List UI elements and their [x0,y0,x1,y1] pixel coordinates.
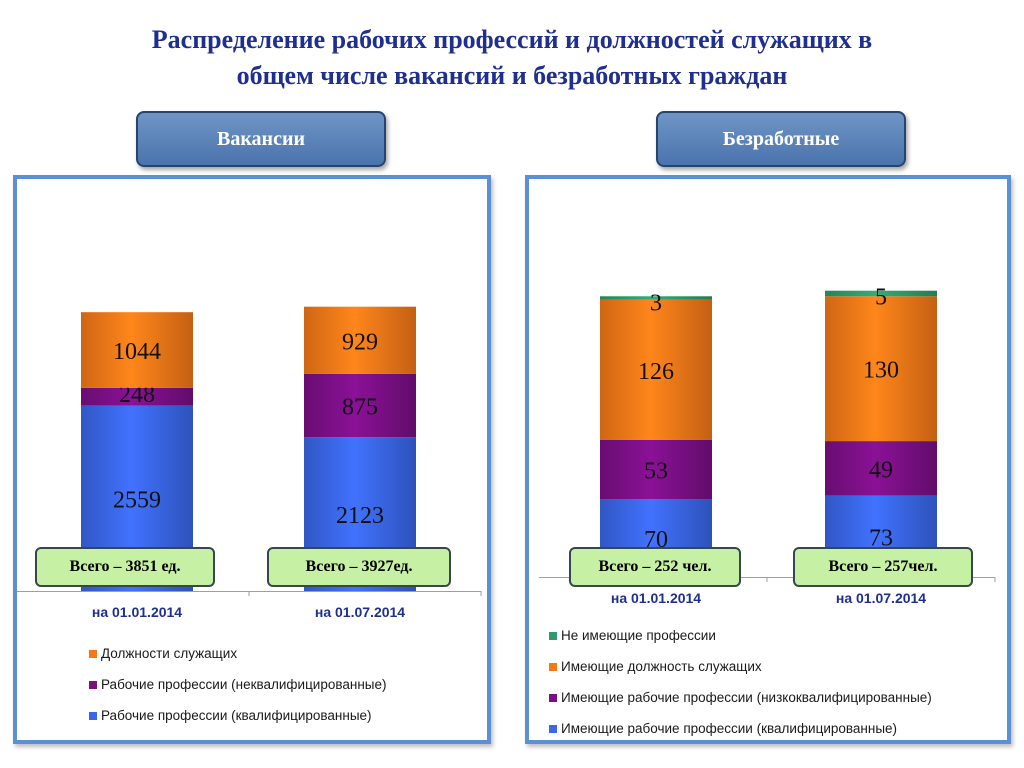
unemployed-legend-item-3: Имеющие должность служащих [549,651,932,682]
unemployed-legend-item-2: Имеющие рабочие профессии (низкоквалифиц… [549,682,932,713]
unemployed-chart-panel: 70 53 126 3 на 01.01.2014 73 49 130 5 на 01.07.20… [525,175,1011,744]
unemployed-bar-1-segment-4 [600,296,712,300]
unemployed-data-label-2-3: 130 [863,358,899,384]
vacancies-legend-item-3: Должности служащих [89,638,387,669]
vacancies-legend-item-1: Рабочие профессии (квалифицированные) [89,700,387,731]
vacancies-data-label-1-1: 2559 [113,487,161,513]
vacancies-data-label-2-2: 875 [342,395,378,421]
vacancies-legend: Должности служащих Рабочие профессии (нек… [89,638,387,731]
vacancies-bar-2-segment-2 [304,373,416,438]
unemployed-legend: Не имеющие профессии Имеющие должность сл… [549,620,932,744]
unemployed-data-label-2-2: 49 [869,457,893,483]
vacancies-bar-1-segment-3 [81,312,193,388]
page-title: Распределение рабочих профессий и должно… [40,22,984,94]
unemployed-bar-2-segment-3 [825,296,937,442]
vacancies-bar-1-segment-2 [81,387,193,406]
tab-unemployed: Безработные [656,111,906,167]
unemployed-data-label-1-3: 126 [638,359,674,385]
unemployed-bar-1-segment-3 [600,299,712,440]
unemployed-category-label-2: на 01.07.2014 [836,590,926,606]
unemployed-legend-swatch-4 [549,631,557,640]
vacancies-legend-label-2: Рабочие профессии (неквалифицированные) [101,677,387,692]
unemployed-legend-label-2: Имеющие рабочие профессии (низкоквалифиц… [561,690,932,705]
vacancies-data-label-1-3: 1044 [113,339,161,365]
vacancies-legend-swatch-1 [89,711,97,720]
tab-vacancies: Вакансии [136,111,386,167]
vacancies-data-label-2-3: 929 [342,329,378,355]
unemployed-bar-2-segment-2 [825,441,937,496]
vacancies-legend-item-2: Рабочие профессии (неквалифицированные) [89,669,387,700]
unemployed-legend-swatch-2 [549,693,557,702]
unemployed-total-badge-1: Всего – 252 чел. [569,547,741,587]
vacancies-chart-panel: 2559 248 1044 на 01.01.2014 2123 875 929 на 01.… [13,175,491,744]
unemployed-legend-swatch-3 [549,662,557,671]
unemployed-data-label-2-4: 5 [875,285,887,311]
title-line-2: общем числе вакансий и безработных гражд… [236,61,788,90]
unemployed-legend-label-4: Не имеющие профессии [561,628,716,643]
title-line-1: Распределение рабочих профессий и должно… [151,25,873,54]
vacancies-legend-label-1: Рабочие профессии (квалифицированные) [101,708,372,723]
tab-unemployed-label: Безработные [722,127,840,150]
unemployed-bar-1-segment-2 [600,439,712,500]
unemployed-data-label-1-2: 53 [644,458,668,484]
vacancies-total-badge-1: Всего – 3851 ед. [35,547,215,587]
vacancies-legend-swatch-3 [89,649,97,658]
vacancies-legend-swatch-2 [89,680,97,689]
unemployed-bar-2-segment-4 [825,290,937,297]
vacancies-bar-2-segment-3 [304,306,416,374]
unemployed-legend-label-1: Имеющие рабочие профессии (квалифицирова… [561,721,898,736]
unemployed-legend-label-3: Имеющие должность служащих [561,659,762,674]
unemployed-legend-swatch-1 [549,724,557,733]
vacancies-category-label-1: на 01.01.2014 [92,604,182,620]
vacancies-data-label-2-1: 2123 [336,503,384,529]
vacancies-total-badge-2: Всего – 3927ед. [267,547,451,587]
unemployed-total-badge-2: Всего – 257чел. [793,547,973,587]
unemployed-category-label-1: на 01.01.2014 [611,590,701,606]
vacancies-legend-label-3: Должности служащих [101,646,238,661]
unemployed-legend-item-1: Имеющие рабочие профессии (квалифицирова… [549,713,932,744]
unemployed-data-label-1-4: 3 [650,290,662,316]
tab-vacancies-label: Вакансии [216,127,305,150]
vacancies-category-label-2: на 01.07.2014 [315,604,405,620]
unemployed-legend-item-4: Не имеющие профессии [549,620,932,651]
